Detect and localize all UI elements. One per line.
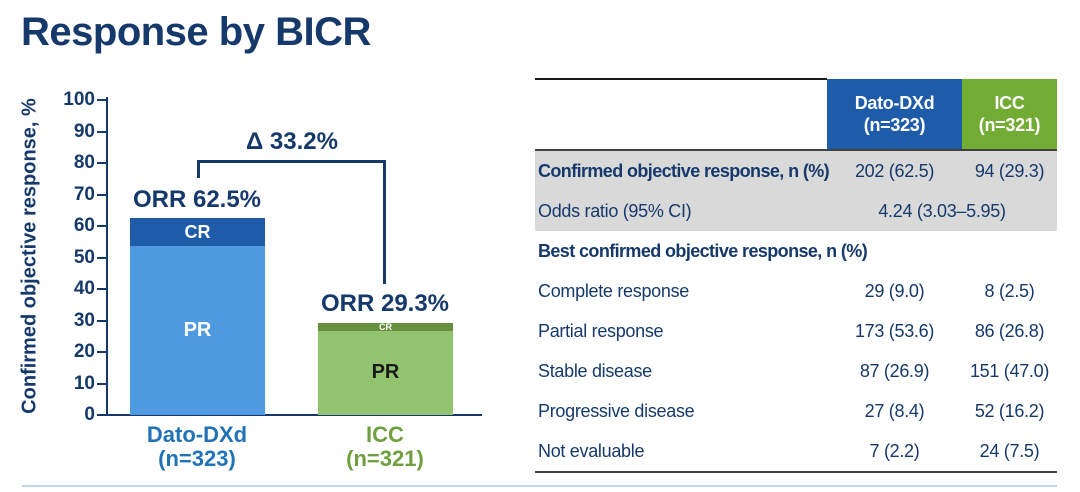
bar-segment-label: CR xyxy=(379,321,392,332)
header-dato-n: (n=323) xyxy=(863,115,926,135)
x-category-label: ICC xyxy=(366,422,404,447)
x-category-label: Dato-DXd xyxy=(146,422,248,447)
response-table: Dato-DXd (n=323) ICC (n=321) Confirmed o… xyxy=(535,78,1057,473)
row-value-dato: 87 (26.9) xyxy=(859,360,930,381)
y-axis-title: Confirmed objective response, % xyxy=(18,98,41,414)
table-row: Progressive disease 27 (8.4) 52 (16.2) xyxy=(535,391,1057,431)
y-tick-label: 40 xyxy=(73,278,95,299)
row-value-icc: 24 (7.5) xyxy=(962,431,1057,473)
bar-segment-label: PR xyxy=(183,319,212,342)
y-tick-mark xyxy=(97,99,106,101)
row-label: Not evaluable xyxy=(535,431,827,473)
bar-segment-pr-dato: PR xyxy=(130,246,265,415)
bar-segment-cr-dato: CR xyxy=(130,217,265,247)
y-tick-label: 10 xyxy=(73,372,95,394)
row-value-dato: 173 (53.6) xyxy=(854,320,935,341)
y-tick-mark xyxy=(97,193,106,196)
y-tick-label: 100 xyxy=(63,89,95,110)
y-tick-label: 50 xyxy=(73,246,95,268)
header-blank-cell xyxy=(535,78,827,151)
y-tick-label: 90 xyxy=(73,120,95,142)
x-category-icc: ICC (n=321) xyxy=(300,423,470,471)
header-icc-name: ICC xyxy=(994,93,1025,113)
row-value-icc: 94 (29.3) xyxy=(962,150,1057,191)
footer-divider xyxy=(22,485,1057,487)
table-row: Best confirmed objective response, n (%) xyxy=(535,231,1057,271)
y-tick-mark xyxy=(97,382,106,385)
y-tick-mark xyxy=(97,288,106,290)
row-value-icc xyxy=(962,231,1057,271)
row-label: Partial response xyxy=(538,320,664,341)
table-row: Odds ratio (95% CI) 4.24 (3.03–5.95) xyxy=(535,191,1057,231)
bar-segment-label: PR xyxy=(371,361,400,384)
table-row: Confirmed objective response, n (%) 202 … xyxy=(535,150,1057,191)
row-value-icc: 151 (47.0) xyxy=(969,360,1050,381)
row-value-span: 4.24 (3.03–5.95) xyxy=(827,191,1057,231)
row-label: Progressive disease xyxy=(538,400,695,421)
y-tick-mark xyxy=(97,162,106,164)
y-tick-mark xyxy=(97,130,106,133)
y-tick-mark xyxy=(97,225,106,227)
header-dato-cell: Dato-DXd (n=323) xyxy=(827,79,962,151)
y-tick-label: 30 xyxy=(73,309,95,331)
y-tick-mark xyxy=(97,414,106,416)
header-icc-n: (n=321) xyxy=(978,115,1041,135)
x-category-n: (n=321) xyxy=(346,446,424,471)
y-tick-label: 60 xyxy=(73,215,95,236)
row-value-icc: 86 (26.8) xyxy=(974,320,1045,341)
orr-bar-chart: Confirmed objective response, % 0 10 20 30 4… xyxy=(0,0,535,492)
y-tick-mark xyxy=(97,319,106,322)
orr-label-dato: ORR 62.5% xyxy=(132,186,262,213)
bar-dato-dxd: PR CR xyxy=(130,217,265,415)
row-value-dato: 7 (2.2) xyxy=(827,431,962,473)
header-dato-name: Dato-DXd xyxy=(854,93,935,113)
table-row: Partial response 173 (53.6) 86 (26.8) xyxy=(535,311,1057,351)
y-axis-line xyxy=(106,97,108,416)
page-title: Response by BICR xyxy=(21,10,371,54)
row-label: Confirmed objective response, n (%) xyxy=(535,150,830,191)
y-tick-label: 0 xyxy=(84,404,95,425)
table-header-row: Dato-DXd (n=323) ICC (n=321) xyxy=(535,78,1057,151)
bar-icc: PR CR xyxy=(318,321,453,415)
row-value-icc: 52 (16.2) xyxy=(974,400,1045,421)
x-category-n: (n=323) xyxy=(158,446,236,471)
header-icc-cell: ICC (n=321) xyxy=(962,79,1057,151)
row-value-dato: 29 (9.0) xyxy=(864,280,925,301)
delta-bracket-left xyxy=(197,160,200,178)
table-row: Complete response 29 (9.0) 8 (2.5) xyxy=(535,271,1057,311)
bar-segment-label: CR xyxy=(184,221,211,242)
row-label: Odds ratio (95% CI) xyxy=(535,191,827,231)
delta-bracket-right xyxy=(383,160,386,284)
bar-segment-cr-icc: CR xyxy=(318,321,453,332)
row-value-dato: 202 (62.5) xyxy=(827,150,962,191)
row-label: Best confirmed objective response, n (%) xyxy=(538,240,868,261)
y-tick-mark xyxy=(97,351,106,353)
x-axis-line xyxy=(106,414,482,416)
row-value-dato: 27 (8.4) xyxy=(864,400,925,421)
row-label: Stable disease xyxy=(538,360,652,381)
table-row: Not evaluable 7 (2.2) 24 (7.5) xyxy=(535,431,1057,473)
bar-segment-pr-icc: PR xyxy=(318,330,453,415)
y-tick-label: 20 xyxy=(73,341,95,362)
delta-bracket-horizontal xyxy=(197,160,386,163)
x-category-dato: Dato-DXd (n=323) xyxy=(112,423,282,471)
table-row: Stable disease 87 (26.9) 151 (47.0) xyxy=(535,351,1057,391)
y-tick-label: 70 xyxy=(73,183,95,205)
row-value-icc: 8 (2.5) xyxy=(984,280,1035,301)
y-tick-mark xyxy=(97,256,106,259)
y-tick-label: 80 xyxy=(73,152,95,173)
orr-label-icc: ORR 29.3% xyxy=(320,290,450,317)
row-label: Complete response xyxy=(538,280,689,301)
delta-label: Δ 33.2% xyxy=(246,128,338,155)
